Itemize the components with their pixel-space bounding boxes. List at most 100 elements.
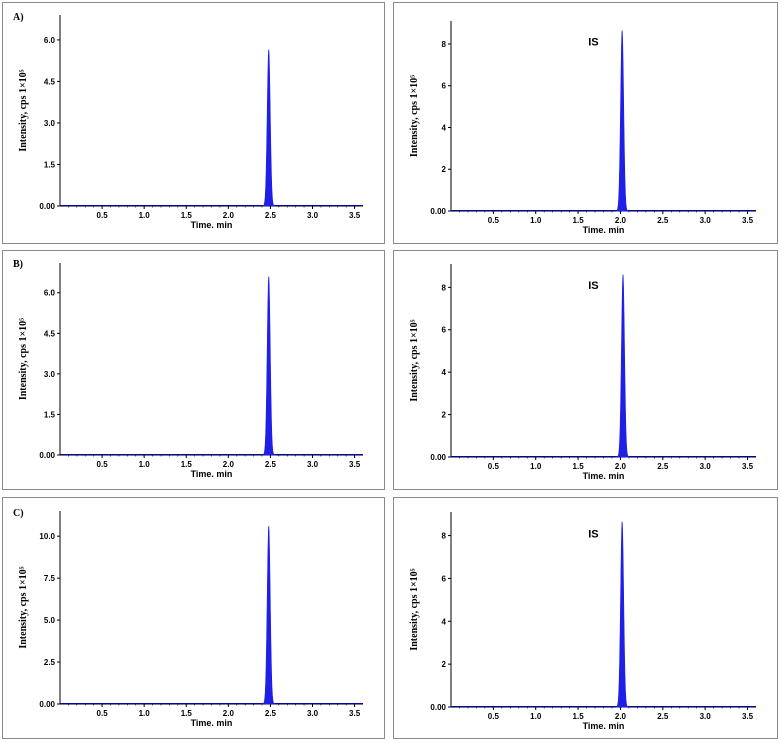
x-tick-label: 1.0 [530, 462, 542, 471]
x-axis-label: Time. min [583, 721, 625, 731]
chromatogram-peak [614, 30, 630, 212]
x-tick-label: 1.0 [530, 712, 542, 721]
y-tick-label: 5.0 [44, 616, 56, 625]
x-tick-label: 2.5 [657, 462, 669, 471]
chromatogram-peak [614, 521, 630, 708]
x-tick-label: 3.5 [349, 460, 361, 469]
y-tick-label: 1.5 [44, 410, 56, 419]
y-tick-label: 0.00 [39, 202, 55, 211]
chart-svg: 0.5 1.0 1.5 2.0 2.5 3.0 3.5 0.00 2.5 5.0 7.5 10.0 Ti… [18, 511, 363, 728]
chromatogram-panel-a: A) 0.5 1.0 1.5 2.0 2.5 3.0 3.5 0.00 1.5 3.0 4.5 6.0… [2, 2, 385, 244]
panel-label: C) [13, 508, 24, 519]
y-tick-label: 0.00 [430, 453, 446, 462]
y-tick-label: 4 [442, 617, 447, 626]
y-axis-label: Intensity, cps 1×10⁵ [18, 318, 29, 400]
peak-annotation: IS [588, 528, 598, 540]
y-tick-label: 6 [442, 574, 447, 583]
x-tick-label: 1.0 [139, 211, 151, 220]
y-tick-label: 6.0 [44, 289, 56, 298]
chromatogram-panel-b: B) 0.5 1.0 1.5 2.0 2.5 3.0 3.5 0.00 1.5 3.0 4.5 6.0… [2, 250, 385, 490]
chart-svg: 0.5 1.0 1.5 2.0 2.5 3.0 3.5 0.00 2 4 6 8 Time. min In… [409, 21, 756, 235]
y-axis-label: Intensity, cps 1×10⁵ [18, 566, 29, 648]
x-tick-label: 3.5 [742, 216, 754, 225]
x-tick-label: 0.5 [97, 460, 109, 469]
y-tick-label: 4 [442, 368, 447, 377]
y-tick-label: 2 [442, 411, 447, 420]
x-tick-label: 2.0 [615, 712, 627, 721]
chromatogram-peak [261, 49, 277, 207]
y-axis-label: Intensity, cps 1×10⁵ [409, 568, 420, 650]
x-tick-label: 3.5 [742, 462, 754, 471]
x-tick-label: 2.5 [657, 712, 669, 721]
y-tick-label: 0.00 [39, 700, 55, 709]
y-tick-label: 10.0 [39, 532, 55, 541]
y-tick-label: 2 [442, 660, 447, 669]
x-tick-label: 3.5 [742, 712, 754, 721]
chart-svg: 0.5 1.0 1.5 2.0 2.5 3.0 3.5 0.00 1.5 3.0 4.5 6.0 Tim… [18, 263, 363, 479]
x-tick-label: 2.0 [223, 211, 235, 220]
x-axis-label: Time. min [583, 471, 625, 481]
peak-annotation: IS [588, 280, 598, 292]
y-tick-label: 8 [442, 532, 447, 541]
y-tick-label: 0.00 [39, 451, 55, 460]
x-tick-label: 1.0 [530, 216, 542, 225]
chromatogram-panel-a-is: 0.5 1.0 1.5 2.0 2.5 3.0 3.5 0.00 2 4 6 8 Time. min In… [393, 2, 778, 244]
x-tick-label: 2.0 [223, 460, 235, 469]
x-tick-label: 1.0 [139, 460, 151, 469]
chart-svg: 0.5 1.0 1.5 2.0 2.5 3.0 3.5 0.00 2 4 6 8 Time. min In… [409, 512, 756, 731]
y-axis-label: Intensity, cps 1×10⁵ [409, 319, 420, 401]
chart-svg: 0.5 1.0 1.5 2.0 2.5 3.0 3.5 0.00 1.5 3.0 4.5 6.0 Tim… [18, 15, 363, 230]
x-tick-label: 1.5 [181, 709, 193, 718]
x-tick-label: 3.0 [307, 460, 319, 469]
x-tick-label: 1.5 [573, 216, 585, 225]
y-tick-label: 3.0 [44, 370, 56, 379]
y-tick-label: 7.5 [44, 574, 56, 583]
y-tick-label: 4 [442, 123, 447, 132]
y-tick-label: 6.0 [44, 36, 56, 45]
chromatogram-peak [615, 274, 631, 458]
x-axis-label: Time. min [583, 225, 625, 235]
x-tick-label: 3.5 [349, 211, 361, 220]
chart-svg: 0.5 1.0 1.5 2.0 2.5 3.0 3.5 0.00 2 4 6 8 Time. min In… [409, 264, 756, 481]
chromatogram-peak [261, 526, 277, 705]
x-axis-label: Time. min [191, 469, 233, 479]
y-tick-label: 8 [442, 283, 447, 292]
x-tick-label: 1.0 [139, 709, 151, 718]
x-tick-label: 0.5 [97, 709, 109, 718]
x-tick-label: 3.0 [307, 211, 319, 220]
x-tick-label: 2.5 [265, 709, 277, 718]
x-tick-label: 2.5 [265, 460, 277, 469]
panel-label: B) [13, 259, 23, 270]
chromatogram-peak [261, 276, 277, 456]
chromatogram-panel-b-is: 0.5 1.0 1.5 2.0 2.5 3.0 3.5 0.00 2 4 6 8 Time. min In… [393, 250, 778, 490]
x-tick-label: 3.0 [700, 712, 712, 721]
y-axis-label: Intensity, cps 1×10⁵ [18, 69, 29, 151]
y-tick-label: 6 [442, 82, 447, 91]
y-tick-label: 0.00 [430, 207, 446, 216]
y-tick-label: 4.5 [44, 77, 56, 86]
x-tick-label: 0.5 [97, 211, 109, 220]
y-tick-label: 1.5 [44, 160, 56, 169]
y-tick-label: 3.0 [44, 119, 56, 128]
x-axis-label: Time. min [191, 220, 233, 230]
x-tick-label: 2.5 [657, 216, 669, 225]
x-tick-label: 2.0 [223, 709, 235, 718]
x-tick-label: 3.0 [700, 216, 712, 225]
x-tick-label: 0.5 [488, 712, 500, 721]
x-tick-label: 2.0 [615, 216, 627, 225]
x-tick-label: 0.5 [488, 216, 500, 225]
x-tick-label: 1.5 [573, 462, 585, 471]
y-axis-label: Intensity, cps 1×10⁵ [409, 75, 420, 157]
y-tick-label: 6 [442, 326, 447, 335]
x-tick-label: 2.0 [615, 462, 627, 471]
x-tick-label: 3.0 [307, 709, 319, 718]
y-tick-label: 8 [442, 40, 447, 49]
x-tick-label: 1.5 [573, 712, 585, 721]
x-tick-label: 3.5 [349, 709, 361, 718]
chromatogram-panel-c: C) 0.5 1.0 1.5 2.0 2.5 3.0 3.5 0.00 2.5 5.0 7.5 10.… [2, 497, 385, 739]
x-tick-label: 0.5 [488, 462, 500, 471]
x-tick-label: 2.5 [265, 211, 277, 220]
chromatogram-panel-c-is: 0.5 1.0 1.5 2.0 2.5 3.0 3.5 0.00 2 4 6 8 Time. min In… [393, 497, 778, 739]
x-tick-label: 1.5 [181, 460, 193, 469]
x-axis-label: Time. min [191, 718, 233, 728]
